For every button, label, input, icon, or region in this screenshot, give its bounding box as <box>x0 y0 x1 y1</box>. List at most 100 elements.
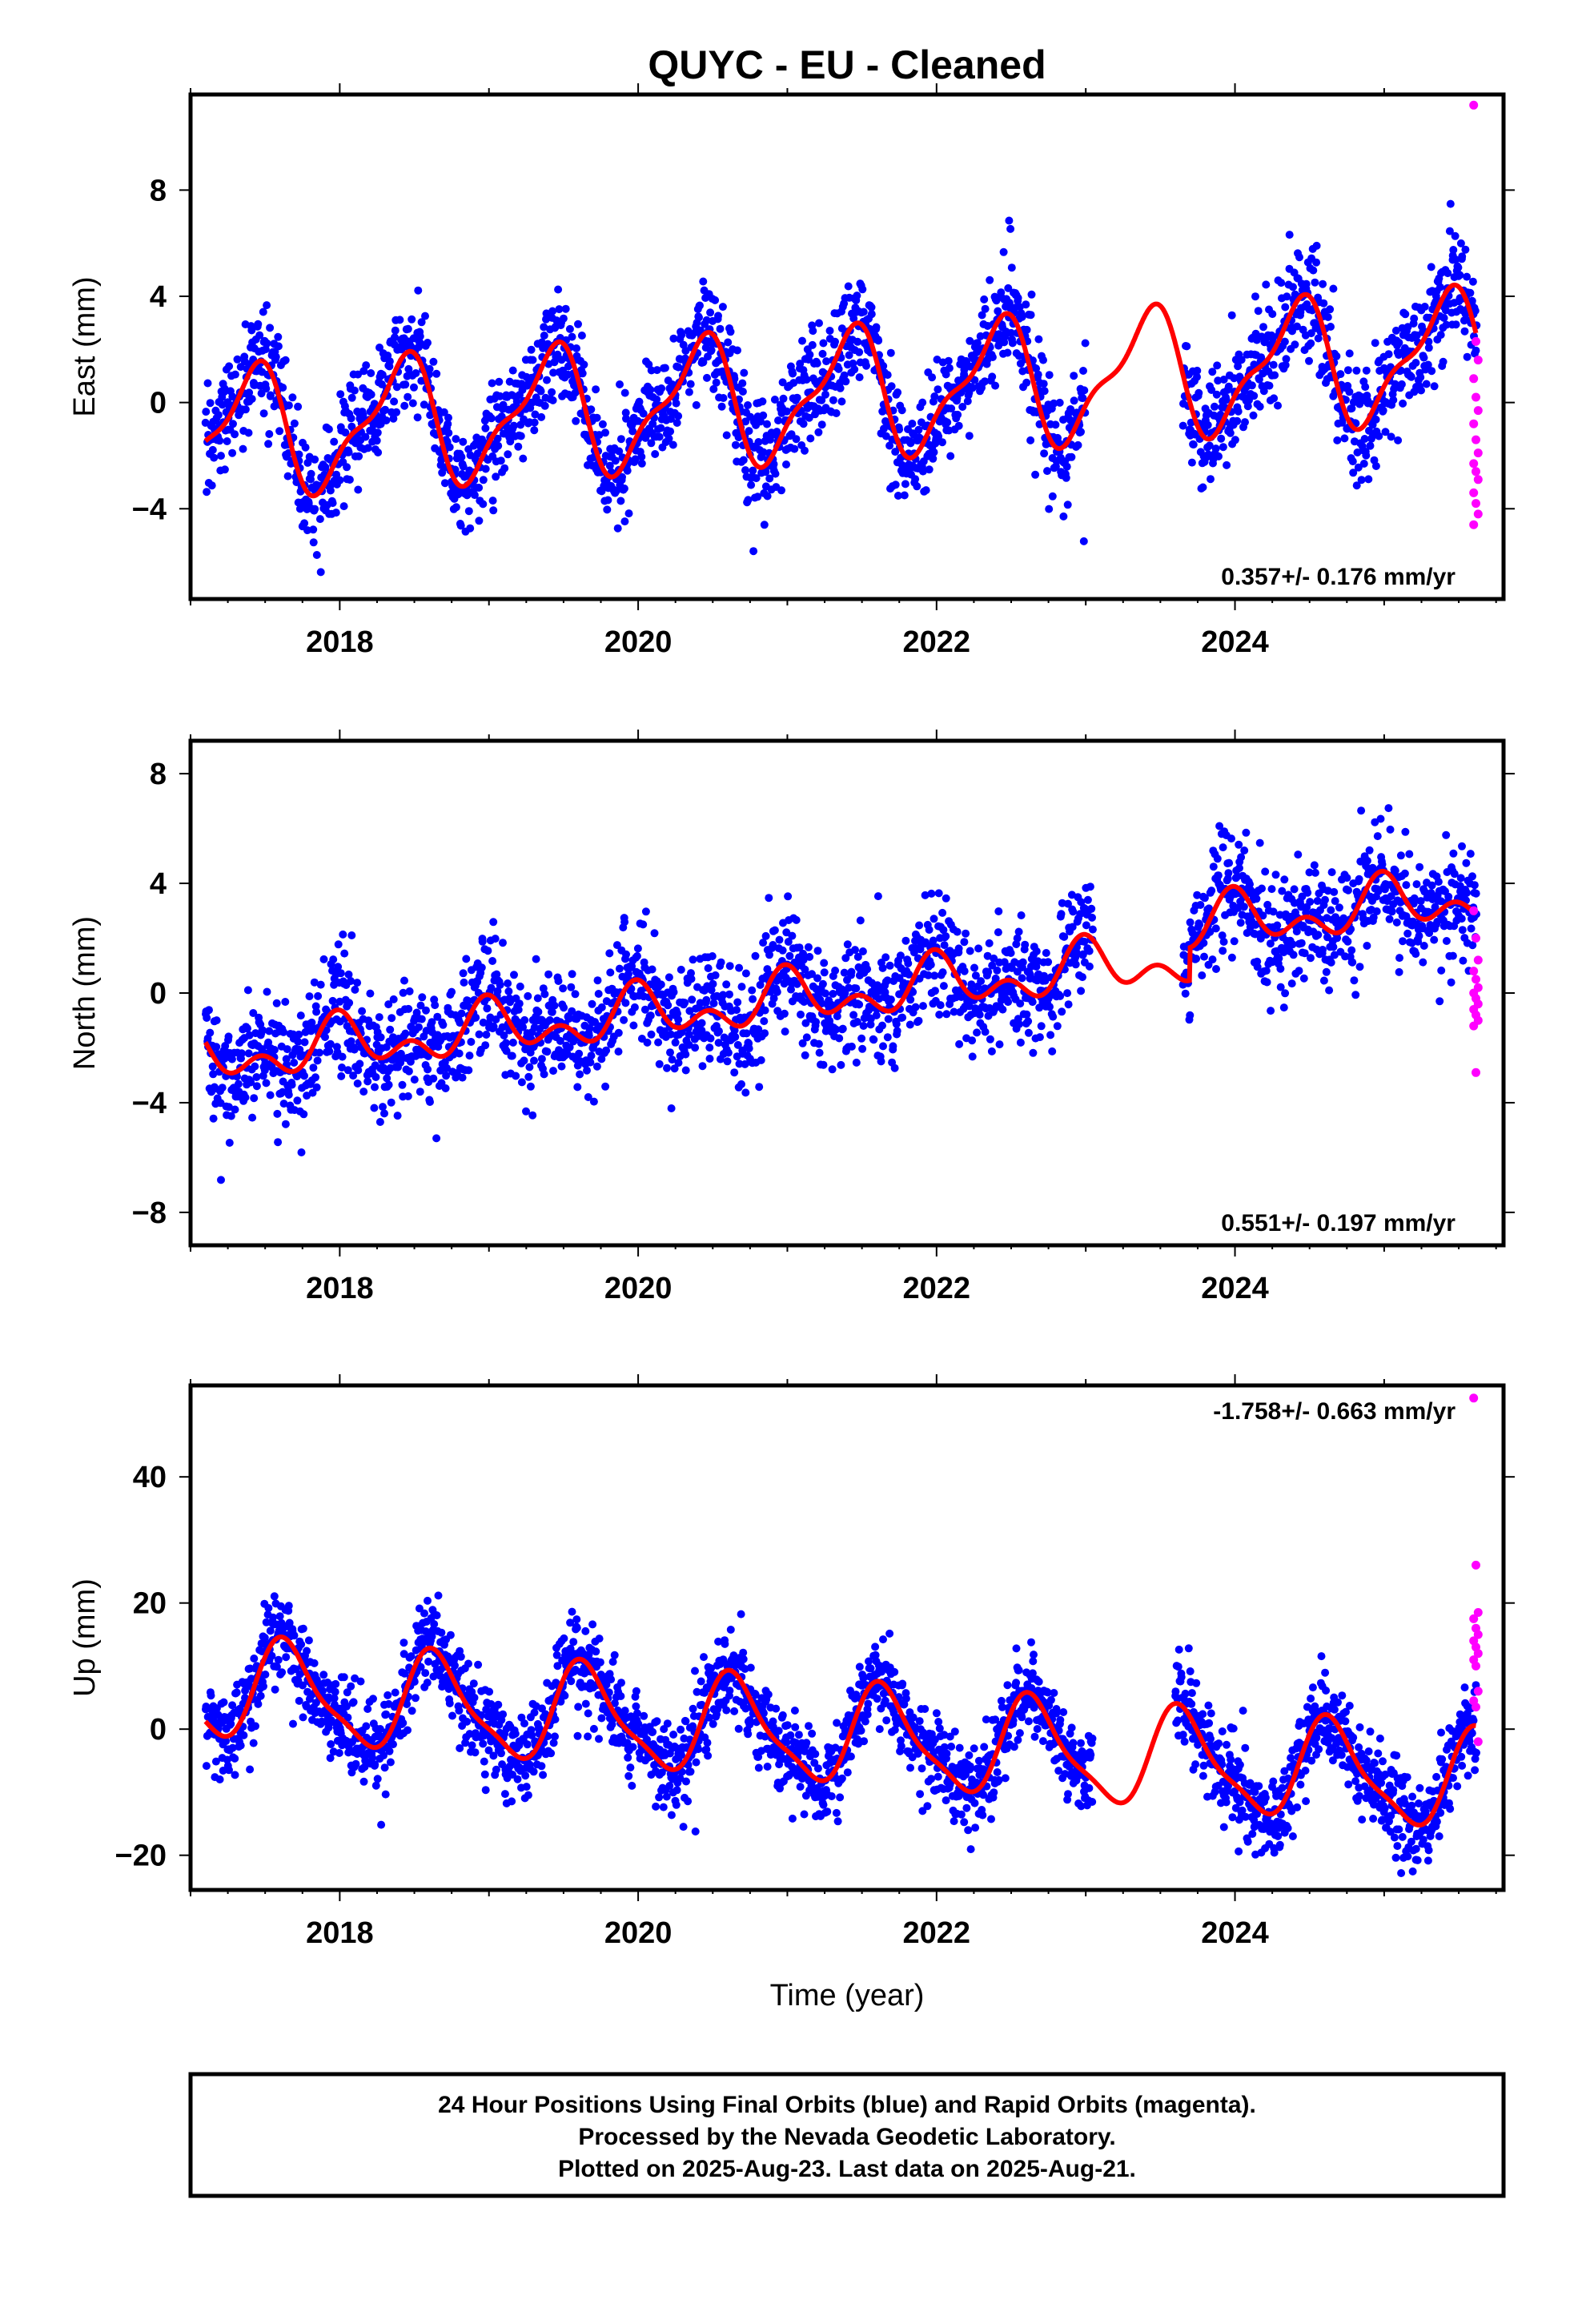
final-point <box>271 1685 279 1694</box>
final-point <box>1327 958 1335 967</box>
final-point <box>1267 1007 1275 1015</box>
final-point <box>311 455 319 464</box>
final-point <box>1292 927 1301 936</box>
final-point <box>540 401 549 410</box>
final-point <box>543 376 551 384</box>
final-point <box>514 442 523 451</box>
rapid-point <box>1472 934 1480 943</box>
final-point <box>927 889 936 898</box>
final-point <box>921 891 930 899</box>
final-point <box>586 1058 595 1067</box>
final-point <box>832 409 841 417</box>
final-point <box>884 1015 893 1023</box>
final-point <box>1273 921 1282 930</box>
final-point <box>790 444 799 453</box>
final-point <box>994 330 1003 339</box>
final-point <box>1207 475 1215 484</box>
rapid-point <box>1469 906 1479 915</box>
final-point <box>924 971 933 979</box>
final-point <box>1340 434 1349 443</box>
final-point <box>1352 481 1361 490</box>
final-point <box>1082 921 1090 930</box>
final-point <box>635 397 644 406</box>
final-point <box>250 1094 259 1103</box>
final-point <box>382 1710 391 1719</box>
final-point <box>368 1753 376 1762</box>
north-x-tick-label: 2020 <box>604 1272 673 1305</box>
rapid-point <box>1473 475 1483 485</box>
final-point <box>263 987 271 996</box>
final-point <box>980 295 989 304</box>
final-point <box>705 1055 714 1063</box>
final-point <box>1293 322 1301 331</box>
final-point <box>583 1066 591 1075</box>
final-point <box>263 301 271 310</box>
final-point <box>484 947 492 955</box>
final-point <box>702 995 711 1004</box>
rapid-point <box>1472 336 1480 346</box>
final-point <box>677 331 686 340</box>
final-point <box>717 402 726 411</box>
final-point <box>300 1072 308 1080</box>
final-point <box>278 1668 287 1677</box>
final-point <box>1053 1022 1062 1031</box>
final-point <box>362 361 371 370</box>
final-point <box>351 1674 359 1683</box>
final-point <box>225 1139 234 1147</box>
final-point <box>637 452 646 461</box>
final-point <box>260 1634 269 1642</box>
final-point <box>1391 326 1400 335</box>
final-point <box>837 1060 845 1069</box>
final-point <box>241 1093 250 1102</box>
final-point <box>433 1012 442 1021</box>
final-point <box>859 308 868 316</box>
final-point <box>869 1035 878 1044</box>
final-point <box>1360 435 1369 443</box>
final-point <box>372 436 381 445</box>
final-point <box>934 889 943 898</box>
final-point <box>1078 394 1087 403</box>
final-point <box>493 434 502 443</box>
final-point <box>749 547 758 556</box>
final-point <box>1410 894 1419 903</box>
final-point <box>319 1687 327 1695</box>
final-point <box>381 405 390 414</box>
final-point <box>991 974 1000 983</box>
final-point <box>205 1006 213 1015</box>
final-point <box>808 340 817 349</box>
final-point <box>1357 806 1366 815</box>
final-point <box>778 946 787 955</box>
final-point <box>387 1098 396 1107</box>
final-point <box>926 960 935 969</box>
final-point <box>604 496 612 505</box>
final-point <box>1022 1010 1031 1019</box>
final-point <box>445 443 454 452</box>
final-point <box>761 1006 769 1015</box>
final-point <box>527 345 536 354</box>
final-point <box>605 461 614 470</box>
rapid-point <box>1472 975 1480 984</box>
final-point <box>817 396 826 404</box>
final-point <box>1354 463 1363 472</box>
final-point <box>624 509 633 518</box>
final-point <box>224 1103 233 1112</box>
final-point <box>685 1040 693 1049</box>
final-point <box>792 915 801 924</box>
final-point <box>1254 307 1263 316</box>
final-point <box>879 362 888 370</box>
final-point <box>911 475 920 484</box>
final-point <box>725 962 734 971</box>
final-point <box>813 947 822 955</box>
final-point <box>225 1766 233 1775</box>
final-point <box>1459 956 1468 965</box>
final-point <box>1035 1033 1044 1042</box>
rapid-point <box>1472 392 1480 402</box>
final-point <box>400 976 408 985</box>
final-point <box>1029 1048 1038 1057</box>
final-point <box>429 357 438 366</box>
final-point <box>354 485 363 494</box>
final-point <box>1007 263 1016 272</box>
final-point <box>251 1722 259 1731</box>
final-point <box>812 1018 821 1027</box>
final-point <box>417 318 426 327</box>
